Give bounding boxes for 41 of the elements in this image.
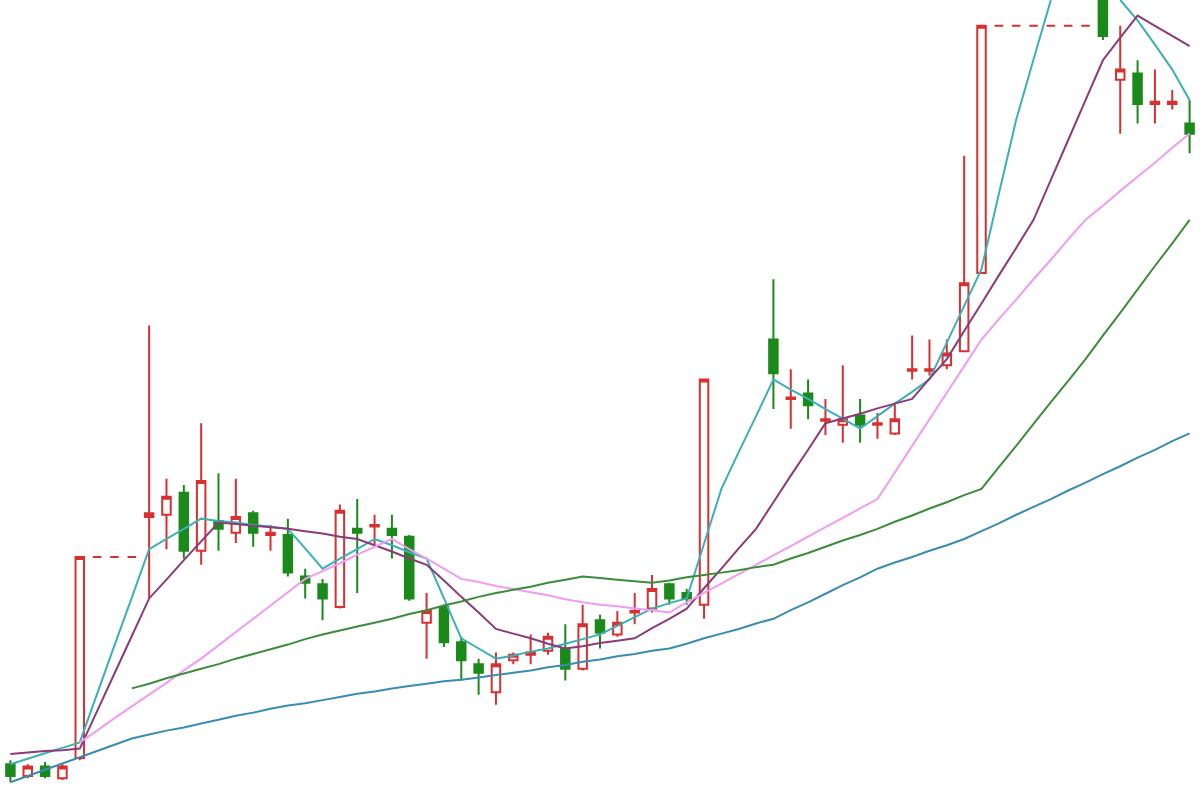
candlestick [629,591,640,626]
candlestick [889,401,901,436]
candlestick [768,278,779,411]
candlestick [74,555,86,762]
candlestick [265,523,276,552]
candlestick [351,498,363,594]
candlestick [161,477,172,551]
candlestick [386,513,398,560]
candlestick [421,591,432,660]
candlestick [1184,99,1195,155]
candlestick [5,759,16,784]
candlestick [282,517,294,578]
candlestick [594,613,606,650]
candlestick [525,633,536,666]
candlestick [317,577,328,622]
candlestick [490,651,502,706]
candlestick [195,422,207,566]
candlestick [1149,68,1161,125]
candlestick [664,581,675,606]
candlestick [924,338,935,377]
candlestick [143,324,155,600]
candlestick [785,368,796,430]
candlestick [1132,59,1143,125]
candlestick [369,513,380,546]
candlestick [976,24,987,275]
candlestick [1114,24,1126,135]
candlestick [560,623,571,682]
candlestick [456,635,467,682]
candlestick [1167,88,1178,111]
candlestick [473,657,484,696]
candlestick [1097,0,1109,41]
candlestick [438,603,450,648]
candlestick [57,763,68,781]
candlestick [872,412,883,440]
candlestick [958,154,970,353]
candlestick [854,397,866,444]
candlestick [906,334,918,381]
candlestick [837,364,849,444]
candlestick [820,397,831,436]
candlestick [178,484,190,560]
candlestick [698,378,710,620]
